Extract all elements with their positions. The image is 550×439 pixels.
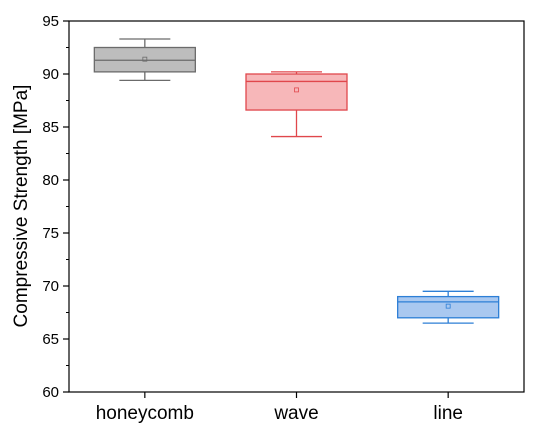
box-line [397,290,500,324]
mean-marker [142,56,148,62]
box-wave [245,71,348,138]
box-honeycomb [93,38,196,82]
x-category-label: honeycomb [96,403,194,424]
x-category-label: wave [273,403,318,424]
y-tick-label: 80 [42,172,59,189]
y-tick-label: 75 [42,225,59,242]
iqr-box [397,295,500,319]
y-tick-label: 70 [42,278,59,295]
y-tick-label: 90 [42,66,59,83]
y-axis: 60 65 70 75 80 85 90 95 [42,13,69,401]
y-tick-label: 60 [42,384,59,401]
y-tick-label: 85 [42,119,59,136]
y-axis-title: Compressive Strength [MPa] [11,85,32,328]
y-tick-label: 65 [42,331,59,348]
y-tick-label: 95 [42,13,59,30]
mean-marker [445,303,451,309]
x-axis: honeycomb wave line [96,392,463,424]
mean-marker [294,87,299,93]
boxes-layer [93,38,500,324]
x-category-label: line [433,403,463,424]
